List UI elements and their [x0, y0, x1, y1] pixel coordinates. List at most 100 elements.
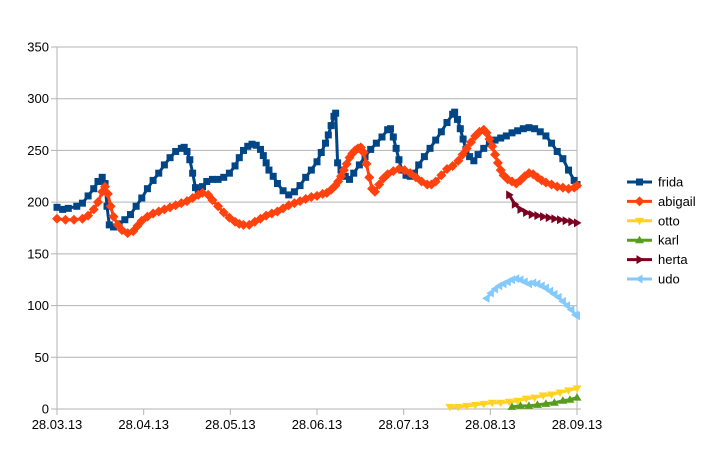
- legend-item-udo: udo: [627, 272, 680, 287]
- x-tick-label: 28.04.13: [118, 417, 169, 432]
- y-gridlines: [57, 46, 577, 358]
- series-frida-marker: [491, 136, 499, 144]
- series-frida-marker: [514, 127, 522, 135]
- series-frida-marker: [269, 172, 277, 180]
- series-frida-marker: [84, 192, 92, 200]
- series-frida-marker: [252, 141, 260, 149]
- series-udo-marker: [524, 279, 532, 289]
- series-otto-marker: [445, 403, 455, 412]
- legend-label-otto: otto: [658, 213, 680, 228]
- legend-item-abigail: abigail: [627, 194, 696, 209]
- series-udo-marker: [545, 286, 554, 296]
- series-abigail-marker: [466, 137, 477, 148]
- series-udo-marker: [554, 292, 562, 302]
- series-otto-marker: [504, 398, 514, 407]
- series-karl-marker: [524, 401, 534, 409]
- series-frida-marker: [265, 166, 273, 174]
- series-frida-marker: [240, 146, 248, 154]
- series-herta-marker: [557, 215, 565, 225]
- series-abigail-line: [56, 128, 578, 235]
- series-frida-marker: [220, 173, 228, 181]
- series-abigail-marker: [83, 210, 94, 221]
- series-frida-marker: [497, 134, 505, 142]
- series-frida-marker: [321, 139, 329, 147]
- series-frida-marker: [64, 204, 72, 212]
- series-frida-marker: [565, 166, 573, 174]
- series-frida-marker: [98, 173, 106, 181]
- series-frida-marker: [474, 151, 482, 159]
- series-herta: [506, 190, 582, 228]
- axes: 0 50 100 150 200 250 300 350 28.03.13 28.04.13 28.…: [27, 40, 602, 433]
- series-abigail-marker: [457, 149, 468, 160]
- series-abigail-marker: [436, 170, 447, 181]
- series-frida-marker: [259, 152, 267, 160]
- series-frida-marker: [426, 144, 434, 152]
- series-frida-marker: [155, 169, 163, 177]
- series-frida-marker: [437, 128, 445, 136]
- series-udo-marker: [482, 293, 490, 303]
- series-frida-marker: [466, 153, 474, 161]
- series-frida-marker: [166, 154, 174, 162]
- series-frida-marker: [248, 140, 256, 148]
- chart-legend: frida abigail otto karl herta udo: [627, 175, 696, 287]
- series-frida-marker: [570, 176, 578, 184]
- series-frida-marker: [508, 129, 516, 137]
- series-udo-marker: [507, 275, 515, 285]
- series-herta-marker: [551, 214, 559, 224]
- series-frida-marker: [525, 124, 533, 132]
- series-frida-marker: [160, 161, 168, 169]
- series-frida-marker: [180, 143, 188, 151]
- series-otto-line: [449, 386, 578, 409]
- series-frida-marker: [256, 145, 264, 153]
- series-frida-marker: [386, 125, 394, 133]
- series-frida-marker: [453, 115, 461, 123]
- series-karl-marker: [541, 399, 551, 407]
- legend-label-frida: frida: [658, 175, 684, 190]
- legend-item-karl: karl: [627, 233, 679, 248]
- series-frida-marker: [143, 185, 151, 193]
- series-herta-marker: [523, 207, 531, 217]
- series-frida-marker: [307, 166, 315, 174]
- series-frida-marker: [313, 158, 321, 166]
- series-abigail-marker: [60, 214, 71, 225]
- legend-item-frida: frida: [627, 175, 684, 190]
- series-otto-marker: [538, 392, 548, 401]
- series-frida-marker: [132, 202, 140, 210]
- series-udo-marker: [511, 274, 520, 284]
- series-udo-marker: [572, 311, 580, 321]
- series-udo-marker: [566, 305, 575, 315]
- legend-swatch-marker: [635, 274, 643, 284]
- series-frida-marker: [285, 191, 293, 199]
- series-frida-marker: [327, 122, 335, 130]
- x-tick-label: 28.07.13: [378, 417, 429, 432]
- series-karl-marker: [532, 400, 542, 408]
- series-herta-marker: [517, 204, 525, 214]
- series-frida-marker: [456, 125, 464, 133]
- series-frida-marker: [262, 159, 270, 167]
- legend-item-herta: herta: [627, 252, 688, 267]
- series-frida-marker: [279, 187, 287, 195]
- series-frida-marker: [432, 136, 440, 144]
- series-karl: [507, 393, 582, 410]
- y-tick-label: 350: [27, 40, 49, 55]
- series-abigail-marker: [68, 214, 79, 225]
- series-frida-marker: [214, 175, 222, 183]
- series-frida-marker: [191, 184, 199, 192]
- series-udo-marker: [541, 283, 549, 293]
- series-frida-marker: [470, 157, 478, 165]
- series-frida-marker: [531, 125, 539, 133]
- legend-swatch-marker: [635, 235, 644, 244]
- series-frida-marker: [126, 211, 134, 219]
- series-frida-marker: [392, 144, 400, 152]
- series-frida-marker: [553, 147, 561, 155]
- series-abigail-marker: [52, 213, 62, 224]
- legend-swatch-marker: [634, 196, 645, 207]
- series-abigail-marker: [105, 201, 116, 212]
- series-frida-marker: [186, 156, 194, 164]
- series-frida-marker: [149, 176, 157, 184]
- series-herta-marker: [540, 212, 548, 222]
- x-tick-label: 28.08.13: [465, 417, 516, 432]
- series-frida-marker: [542, 132, 550, 140]
- series-abigail-marker: [358, 147, 369, 158]
